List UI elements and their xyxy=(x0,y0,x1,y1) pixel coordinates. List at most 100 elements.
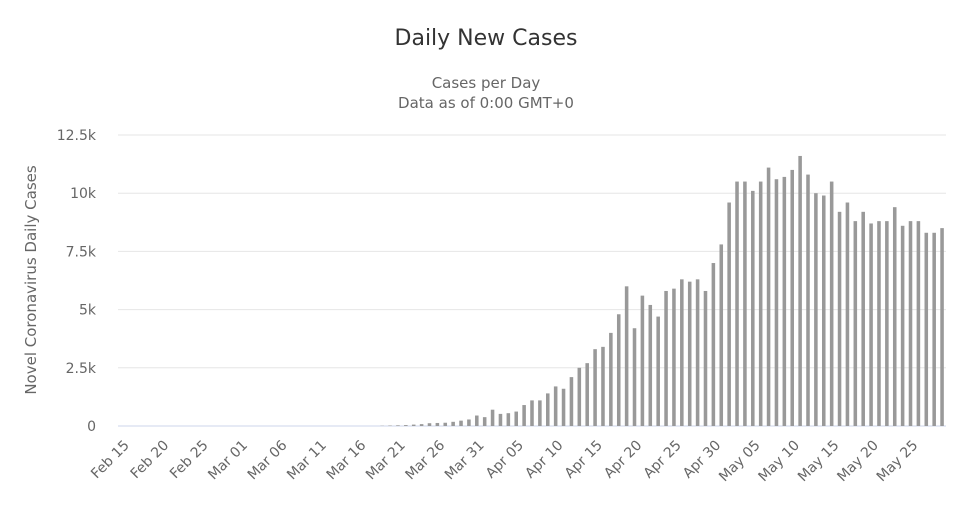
y-tick-label: 2.5k xyxy=(66,361,97,377)
x-tick-label: May 15 xyxy=(795,438,843,486)
bar[interactable] xyxy=(538,400,542,426)
bar[interactable] xyxy=(609,332,613,426)
bar[interactable] xyxy=(885,221,889,426)
x-tick-label: May 20 xyxy=(834,438,882,486)
bar[interactable] xyxy=(648,304,653,426)
bar[interactable] xyxy=(932,232,936,426)
bar[interactable] xyxy=(411,424,416,426)
bar[interactable] xyxy=(727,202,731,426)
x-tick-label: May 25 xyxy=(874,438,922,486)
bar[interactable] xyxy=(782,176,787,426)
bar[interactable] xyxy=(758,181,763,426)
x-tick-label: Mar 11 xyxy=(284,438,330,484)
bar[interactable] xyxy=(924,232,929,426)
chart-subtitle-line-2: Data as of 0:00 GMT+0 xyxy=(398,94,574,112)
bar[interactable] xyxy=(680,279,684,426)
bar[interactable] xyxy=(585,363,589,426)
bar[interactable] xyxy=(419,424,424,426)
bar[interactable] xyxy=(561,388,566,426)
y-tick-label: 5k xyxy=(79,303,97,319)
chart-subtitle-line-1: Cases per Day xyxy=(431,74,541,92)
x-tick-label: May 05 xyxy=(716,438,764,486)
gridlines xyxy=(118,134,946,427)
bar[interactable] xyxy=(577,367,582,426)
x-tick-label: Mar 21 xyxy=(363,438,409,484)
chart-title: Daily New Cases xyxy=(394,26,578,51)
y-tick-label: 12.5k xyxy=(57,128,97,144)
bar[interactable] xyxy=(821,195,826,426)
y-tick-label: 10k xyxy=(70,186,97,202)
x-tick-label: Apr 20 xyxy=(601,438,645,482)
bar[interactable] xyxy=(743,181,747,426)
bar[interactable] xyxy=(766,167,771,427)
bar[interactable] xyxy=(593,349,597,426)
bar[interactable] xyxy=(829,181,834,426)
bar[interactable] xyxy=(664,290,668,426)
bar[interactable] xyxy=(451,421,455,426)
bar[interactable] xyxy=(498,413,503,426)
bar[interactable] xyxy=(853,221,858,426)
bar[interactable] xyxy=(735,181,739,426)
bar[interactable] xyxy=(569,377,574,426)
bar[interactable] xyxy=(443,422,448,426)
bar[interactable] xyxy=(877,221,881,426)
y-axis: 0 2.5k 5k 7.5k 10k 12.5k xyxy=(57,128,97,435)
bar[interactable] xyxy=(695,279,700,426)
x-tick-label: Apr 25 xyxy=(641,438,685,482)
bar[interactable] xyxy=(916,221,921,426)
bars xyxy=(380,155,944,427)
bar[interactable] xyxy=(892,207,897,426)
x-tick-label: Mar 01 xyxy=(205,438,251,484)
x-tick-label: May 10 xyxy=(756,438,804,486)
bar[interactable] xyxy=(719,244,724,426)
bar[interactable] xyxy=(482,417,487,426)
bar[interactable] xyxy=(790,169,795,427)
bar[interactable] xyxy=(506,413,511,426)
bar[interactable] xyxy=(774,179,779,426)
bar[interactable] xyxy=(475,415,479,426)
bar[interactable] xyxy=(601,346,605,426)
bar[interactable] xyxy=(845,202,850,426)
bar[interactable] xyxy=(672,288,676,426)
bar[interactable] xyxy=(711,263,716,426)
x-tick-label: Feb 15 xyxy=(88,438,133,483)
x-tick-label: Apr 15 xyxy=(562,438,606,482)
bar[interactable] xyxy=(837,211,842,426)
bar[interactable] xyxy=(396,425,400,426)
bar[interactable] xyxy=(861,211,865,426)
y-tick-label: 7.5k xyxy=(66,244,97,260)
bar[interactable] xyxy=(640,295,645,426)
bar[interactable] xyxy=(798,155,802,426)
bar[interactable] xyxy=(908,221,913,426)
bar[interactable] xyxy=(703,290,708,426)
x-tick-label: Mar 26 xyxy=(402,437,448,483)
bar[interactable] xyxy=(459,420,463,426)
x-tick-label: Apr 10 xyxy=(522,438,566,482)
bar[interactable] xyxy=(687,281,692,426)
bar[interactable] xyxy=(632,328,637,426)
bar[interactable] xyxy=(624,286,629,426)
bar[interactable] xyxy=(404,425,408,426)
bar[interactable] xyxy=(656,316,660,426)
bar[interactable] xyxy=(522,405,526,426)
bar[interactable] xyxy=(616,314,621,426)
bar[interactable] xyxy=(806,174,810,426)
x-tick-label: Mar 31 xyxy=(442,438,488,484)
bar[interactable] xyxy=(427,423,432,426)
bar[interactable] xyxy=(751,190,755,426)
bar[interactable] xyxy=(869,223,873,426)
bar[interactable] xyxy=(814,193,818,426)
y-tick-label: 0 xyxy=(87,419,96,435)
bar[interactable] xyxy=(490,409,495,426)
bar[interactable] xyxy=(435,422,440,426)
bar[interactable] xyxy=(467,419,471,426)
bar[interactable] xyxy=(545,393,550,426)
bar[interactable] xyxy=(553,386,558,426)
bar[interactable] xyxy=(900,225,905,426)
x-tick-label: Mar 06 xyxy=(245,437,291,483)
bar[interactable] xyxy=(940,228,944,426)
bar[interactable] xyxy=(514,411,519,426)
bar[interactable] xyxy=(530,400,534,426)
